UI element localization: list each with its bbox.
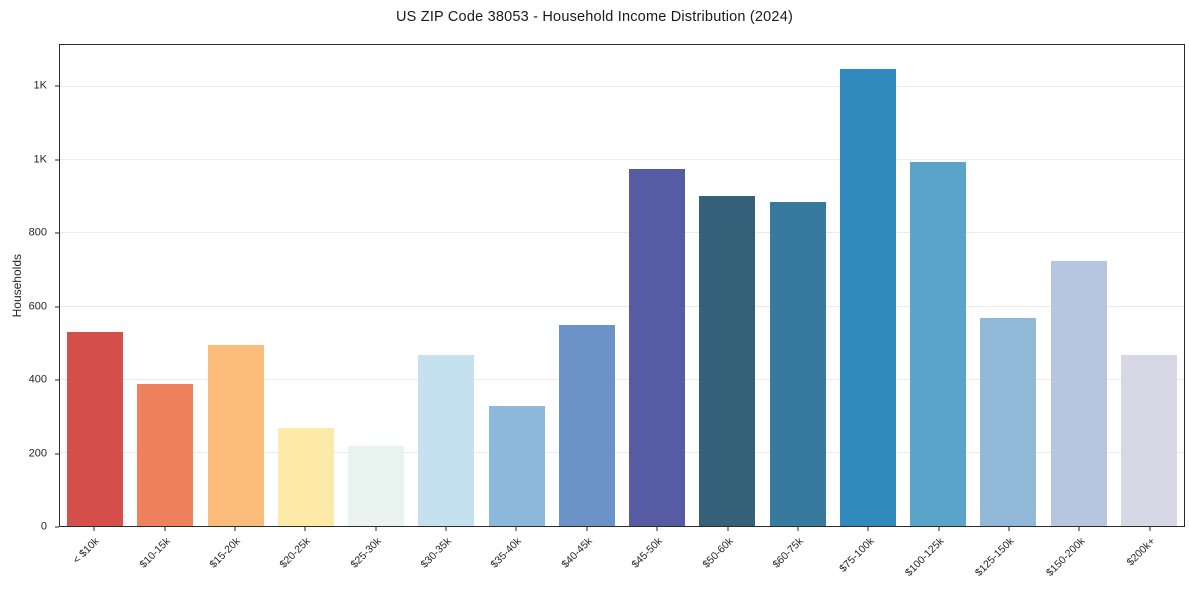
bar-30-35k	[418, 354, 475, 526]
bar-slot	[60, 45, 130, 526]
y-tick-mark	[55, 306, 59, 308]
bar-15-20k	[207, 344, 264, 526]
bar-150-200k	[1050, 261, 1107, 526]
y-tick-label: 1K	[33, 79, 47, 92]
x-tick-mark	[375, 527, 377, 531]
x-tick-label: $50-60k	[700, 535, 736, 571]
bar-slot	[271, 45, 341, 526]
x-tick-mark	[867, 527, 869, 531]
bar-slot	[552, 45, 622, 526]
y-tick-label: 200	[28, 447, 47, 460]
gridline	[60, 232, 1184, 234]
gridline	[60, 305, 1184, 307]
x-tick-mark	[234, 527, 236, 531]
bar-slot	[1114, 45, 1184, 526]
bar-20-25k	[277, 427, 334, 526]
bar-slot	[482, 45, 552, 526]
x-axis: < $10k $10-15k $15-20k $20-25k $25-30k $30-35…	[59, 527, 1185, 589]
y-tick-label: 1K	[33, 153, 47, 166]
bar-10k	[67, 332, 124, 526]
bar-50-60k	[699, 196, 756, 526]
x-tick-label: $75-100k	[836, 535, 877, 575]
plot-area	[59, 44, 1185, 527]
x-tick-mark	[164, 527, 166, 531]
x-tick-label: $100-125k	[902, 535, 947, 579]
chart-title: US ZIP Code 38053 - Household Income Dis…	[395, 9, 793, 25]
y-tick-label: 600	[28, 300, 47, 313]
x-tick-label: $30-35k	[418, 535, 454, 571]
bar-35-40k	[488, 406, 545, 526]
bar-slot	[411, 45, 481, 526]
bar-slot	[1044, 45, 1114, 526]
y-tick-mark	[55, 232, 59, 234]
bar-slot	[692, 45, 762, 526]
bar-slot	[973, 45, 1043, 526]
x-tick-label: $10-15k	[137, 535, 173, 571]
gridline	[60, 378, 1184, 380]
y-tick-mark	[55, 85, 59, 87]
bar-slot	[903, 45, 973, 526]
x-tick-label: $200k+	[1124, 535, 1158, 569]
x-tick-label: $150-200k	[1043, 535, 1088, 579]
bar-40-45k	[558, 324, 615, 526]
x-tick-mark	[938, 527, 940, 531]
y-tick-label: 400	[28, 373, 47, 386]
y-tick-mark	[55, 379, 59, 381]
x-tick-mark	[1008, 527, 1010, 531]
x-tick-label: $25-30k	[348, 535, 384, 571]
bar-25-30k	[348, 446, 405, 526]
x-tick-mark	[727, 527, 729, 531]
y-tick-mark	[55, 159, 59, 161]
bar-slot	[622, 45, 692, 526]
x-tick-mark	[304, 527, 306, 531]
bar-slot	[833, 45, 903, 526]
x-tick-mark	[1078, 527, 1080, 531]
bar-slot	[201, 45, 271, 526]
y-tick-label: 800	[28, 226, 47, 239]
x-tick-mark	[797, 527, 799, 531]
x-tick-mark	[515, 527, 517, 531]
x-tick-label: $35-40k	[488, 535, 525, 571]
y-tick-mark	[55, 526, 59, 528]
x-tick-label: < $10k	[70, 535, 102, 567]
y-tick-label: 0	[40, 520, 47, 533]
bar-10-15k	[137, 384, 194, 526]
y-tick-mark	[55, 453, 59, 455]
x-tick-mark	[93, 527, 95, 531]
y-axis: 0 200 400 600 800 1K 1K	[0, 44, 59, 532]
bar-75-100k	[839, 69, 896, 526]
x-tick-mark	[656, 527, 658, 531]
x-tick-label: $60-75k	[770, 535, 806, 571]
x-tick-label: $125-150k	[973, 535, 1017, 579]
x-tick-label: $20-25k	[277, 535, 314, 571]
x-tick-label: $15-20k	[207, 535, 243, 571]
bar-45-50k	[629, 169, 686, 526]
bar-60-75k	[769, 202, 826, 526]
x-tick-mark	[1149, 527, 1151, 531]
x-tick-mark	[586, 527, 588, 531]
bar-slot	[341, 45, 411, 526]
gridline	[60, 159, 1184, 161]
bar-200k	[1120, 355, 1177, 526]
x-tick-label: $45-50k	[629, 535, 665, 571]
bar-100-125k	[910, 161, 967, 526]
x-tick-mark	[445, 527, 447, 531]
bar-125-150k	[980, 317, 1037, 526]
bar-slot	[763, 45, 833, 526]
bar-series	[60, 45, 1184, 526]
x-tick-label: $40-45k	[559, 535, 595, 571]
gridline	[60, 86, 1184, 88]
bar-slot	[130, 45, 200, 526]
gridline	[60, 451, 1184, 453]
